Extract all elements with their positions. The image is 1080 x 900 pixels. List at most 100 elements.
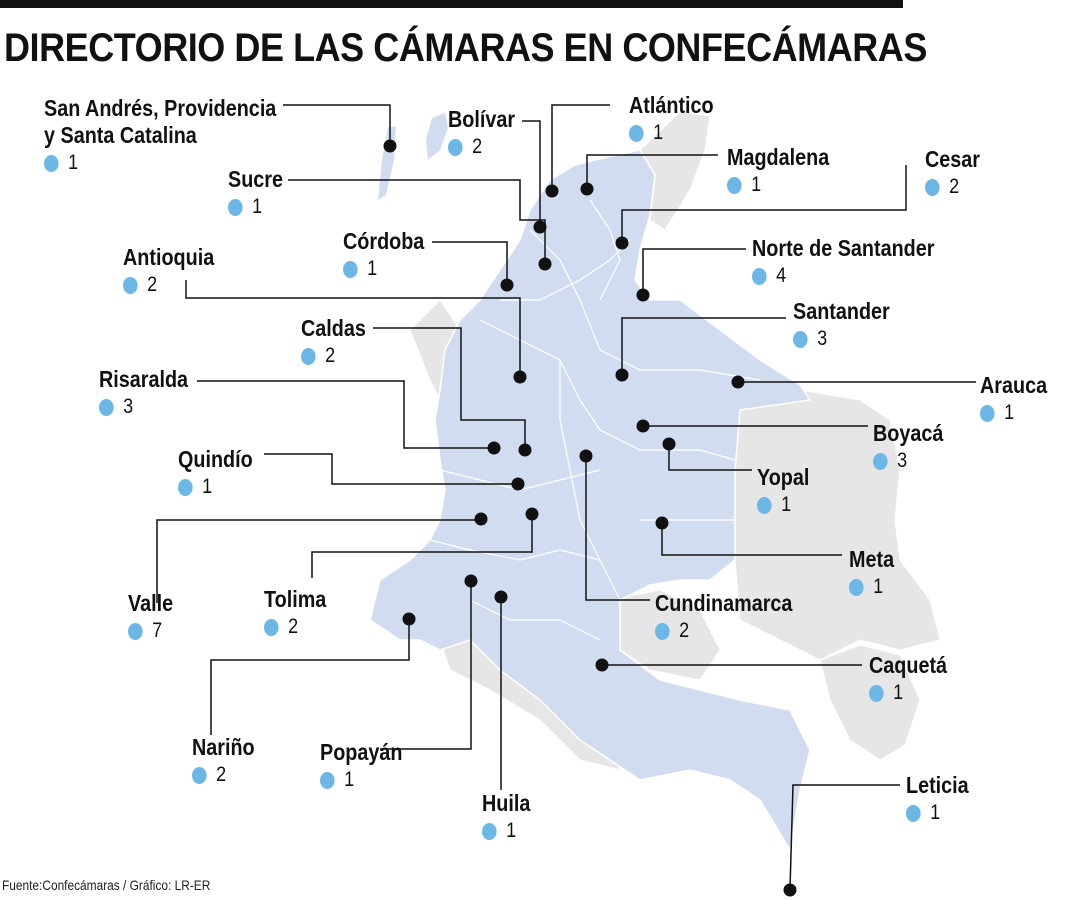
region-count: 2 [325, 344, 336, 367]
region-name: San Andrés, Providencia [44, 95, 277, 121]
dot-narino [402, 612, 416, 626]
region-count: 1 [68, 151, 79, 174]
count-bubble-icon [99, 398, 114, 416]
region-name: Cundinamarca [655, 590, 793, 616]
label-sucre: Sucre 1 [228, 166, 283, 220]
top-rule [0, 0, 903, 8]
count-bubble-icon [44, 154, 59, 172]
region-name: Sucre [228, 166, 283, 192]
count-bubble-icon [752, 267, 767, 285]
region-count: 2 [949, 175, 960, 198]
region-count: 2 [216, 763, 227, 786]
label-risaralda: Risaralda 3 [99, 366, 188, 420]
region-name: Valle [128, 590, 174, 616]
region-name: Nariño [192, 734, 255, 760]
label-huila: Huila 1 [482, 790, 530, 844]
region-name: Bolívar [448, 106, 516, 132]
region-name: Norte de Santander [752, 235, 935, 261]
region-count: 1 [344, 768, 355, 791]
region-name: Caquetá [869, 652, 948, 678]
region-count: 3 [817, 327, 828, 350]
count-bubble-icon [301, 347, 316, 365]
label-caldas: Caldas 2 [301, 315, 366, 369]
region-name: Caldas [301, 315, 366, 341]
label-yopal: Yopal 1 [757, 464, 809, 518]
label-meta: Meta 1 [849, 546, 894, 600]
san-andres-island [378, 126, 396, 200]
count-bubble-icon [849, 578, 864, 596]
label-leticia: Leticia 1 [906, 772, 969, 826]
region-name: Risaralda [99, 366, 189, 392]
dot-arauca [731, 375, 745, 389]
count-bubble-icon [128, 622, 143, 640]
count-bubble-icon [178, 478, 193, 496]
label-quindio: Quindío 1 [178, 446, 253, 500]
dot-antioquia [513, 370, 527, 384]
region-name: Santander [793, 298, 890, 324]
dot-cesar [615, 236, 629, 250]
region-name: Yopal [757, 464, 810, 490]
colombia-territory [369, 149, 812, 853]
region-name: Quindío [178, 446, 253, 472]
source-credit: Fuente:Confecámaras / Gráfico: LR-ER [2, 877, 211, 893]
label-cesar: Cesar 2 [925, 146, 980, 200]
dot-atlantico [545, 184, 559, 198]
region-count: 1 [930, 801, 941, 824]
count-bubble-icon [925, 178, 940, 196]
label-norte-santander: Norte de Santander 4 [752, 235, 934, 289]
region-count: 1 [751, 173, 762, 196]
count-bubble-icon [264, 618, 279, 636]
leader-lines [156, 104, 976, 890]
region-name: Tolima [264, 586, 327, 612]
region-count: 2 [288, 615, 299, 638]
dot-cundinamarca [579, 449, 593, 463]
region-count: 1 [653, 121, 664, 144]
brazil-north [819, 644, 921, 761]
count-bubble-icon [793, 330, 808, 348]
dot-risaralda [487, 441, 501, 455]
count-bubble-icon [727, 176, 742, 194]
region-name: Córdoba [343, 228, 425, 254]
region-name: Meta [849, 546, 895, 572]
count-bubble-icon [869, 684, 884, 702]
dot-san-andres [383, 139, 397, 153]
dot-cordoba [500, 278, 514, 292]
count-bubble-icon [980, 404, 995, 422]
region-name: Leticia [906, 772, 969, 798]
label-antioquia: Antioquia 2 [123, 244, 214, 298]
dot-tolima [525, 507, 539, 521]
label-atlantico: Atlántico 1 [629, 92, 714, 146]
count-bubble-icon [629, 124, 644, 142]
region-name: Huila [482, 790, 531, 816]
label-arauca: Arauca 1 [980, 372, 1047, 426]
label-magdalena: Magdalena 1 [727, 144, 829, 198]
count-bubble-icon [228, 198, 243, 216]
map-title: DIRECTORIO DE LAS CÁMARAS EN CONFECÁMARA… [4, 26, 927, 70]
region-name: Antioquia [123, 244, 215, 270]
region-name-line2: y Santa Catalina [44, 122, 197, 148]
dot-magdalena [580, 182, 594, 196]
label-narino: Nariño 2 [192, 734, 255, 788]
dot-santander [615, 368, 629, 382]
dot-leticia [783, 883, 797, 897]
region-count: 1 [873, 575, 884, 598]
venezuela-east [734, 389, 941, 661]
count-bubble-icon [448, 138, 463, 156]
dot-valle [474, 512, 488, 526]
dot-quindio [511, 477, 525, 491]
dot-yopal [662, 437, 676, 451]
region-count: 1 [252, 195, 263, 218]
dot-norte-santander [636, 288, 650, 302]
dot-huila [494, 590, 508, 604]
count-bubble-icon [757, 496, 772, 514]
label-santander: Santander 3 [793, 298, 890, 352]
region-name: Boyacá [873, 420, 944, 446]
region-name: Cesar [925, 146, 980, 172]
region-count: 1 [367, 257, 378, 280]
dot-caldas [518, 443, 532, 457]
count-bubble-icon [192, 766, 207, 784]
count-bubble-icon [906, 804, 921, 822]
providencia-island [426, 113, 448, 160]
count-bubble-icon [123, 276, 138, 294]
